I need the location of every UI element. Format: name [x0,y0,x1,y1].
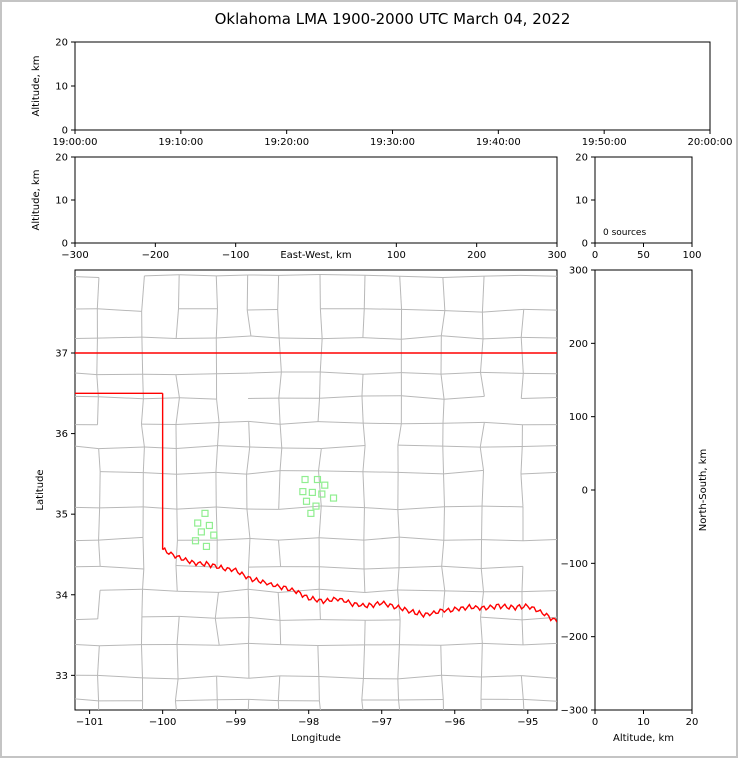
y-tick-label: 100 [569,412,588,423]
x-tick-label: 19:40:00 [476,137,521,148]
y-tick-label: 33 [55,671,68,682]
x-axis-label: East-West, km [280,250,351,261]
x-tick-label: 19:50:00 [582,137,627,148]
x-tick-label: −98 [298,717,319,728]
y-tick-label: 300 [569,266,588,277]
axes-frame [594,269,693,711]
y-axis-label: Altitude, km [31,170,42,231]
red-river-border [162,546,557,623]
x-tick-label: 10 [637,717,650,728]
x-tick-label: 100 [387,250,406,261]
source-marker [201,509,209,517]
x-tick-label: −97 [371,717,392,728]
x-tick-label: −101 [76,717,103,728]
source-marker [197,528,205,536]
panel-plan-view: −101 −100 −99 −98 −97 −96 −95 33 34 35 36 37 Latitud… [35,269,558,744]
source-marker [307,509,315,517]
axes-frame [74,41,711,131]
source-marker [313,475,322,484]
x-tick-label: 50 [637,250,650,261]
y-tick-label: 10 [55,196,68,207]
y-tick-label: −100 [561,559,588,570]
source-marker [194,519,202,527]
y-axis-label: North-South, km [698,449,709,532]
panel-ew-height: −300 −200 −100 100 200 300 0 10 20 Altitude, km Ea… [31,153,567,262]
x-tick-label: 20 [686,717,699,728]
source-marker [210,531,218,539]
x-tick-label: −100 [222,250,249,261]
source-marker [308,488,316,497]
y-tick-label: 10 [55,82,68,93]
y-tick-label: 200 [569,339,588,350]
y-tick-label: 0 [62,126,68,137]
y-axis-label: Latitude [35,469,46,510]
x-tick-label: −99 [225,717,246,728]
y-tick-label: 36 [55,429,68,440]
source-marker [302,497,311,505]
y-tick-label: −200 [561,632,588,643]
y-tick-label: 20 [55,153,68,164]
y-tick-label: 35 [55,510,68,521]
panel-time-height: 19:00:00 19:10:00 19:20:00 19:30:00 19:40:00… [31,38,732,149]
panel-ns-height: 0 10 20 300 200 100 0 −100 −200 −300 North-South, … [561,266,709,745]
y-tick-label: 20 [575,153,588,164]
x-tick-label: 300 [547,250,566,261]
x-tick-label: 19:10:00 [158,137,203,148]
source-count-annotation: 0 sources [603,228,646,238]
map-layer [75,273,557,710]
source-marker [312,502,320,510]
county-boundaries [75,273,557,710]
source-marker [191,537,200,545]
y-tick-label: 37 [55,349,68,360]
source-marker [301,475,309,484]
panel-alt-histogram: 0 50 100 0 10 20 0 sources [575,153,701,262]
x-tick-label: −96 [444,717,465,728]
x-tick-label: −95 [517,717,538,728]
y-axis-label: Altitude, km [31,56,42,117]
source-marker [329,494,338,502]
y-tick-label: 10 [575,196,588,207]
y-tick-label: 0 [582,239,588,250]
y-tick-label: 0 [62,239,68,250]
source-markers [191,475,338,551]
x-tick-label: −300 [61,250,88,261]
axes-frame [74,269,558,711]
y-tick-label: 0 [582,486,588,497]
x-tick-label: 20:00:00 [688,137,733,148]
axes-frame [74,156,558,244]
source-marker [202,542,211,551]
y-tick-label: 20 [55,38,68,49]
y-tick-label: −300 [561,706,588,717]
x-tick-label: 19:30:00 [370,137,415,148]
x-tick-label: 200 [467,250,486,261]
x-tick-label: −200 [142,250,169,261]
source-marker [321,481,329,489]
source-marker [299,488,307,496]
x-tick-label: 19:00:00 [53,137,98,148]
figure-title: Oklahoma LMA 1900-2000 UTC March 04, 202… [214,10,571,28]
x-axis-label: Altitude, km [613,733,674,744]
x-axis-label: Longitude [291,733,341,744]
x-tick-label: 0 [592,250,598,261]
x-tick-label: −100 [149,717,176,728]
source-marker [318,490,326,498]
x-tick-label: 100 [682,250,701,261]
x-tick-label: 19:20:00 [264,137,309,148]
source-marker [205,521,213,530]
y-tick-label: 34 [55,590,68,601]
state-boundary [75,352,557,623]
x-tick-label: 0 [592,717,598,728]
